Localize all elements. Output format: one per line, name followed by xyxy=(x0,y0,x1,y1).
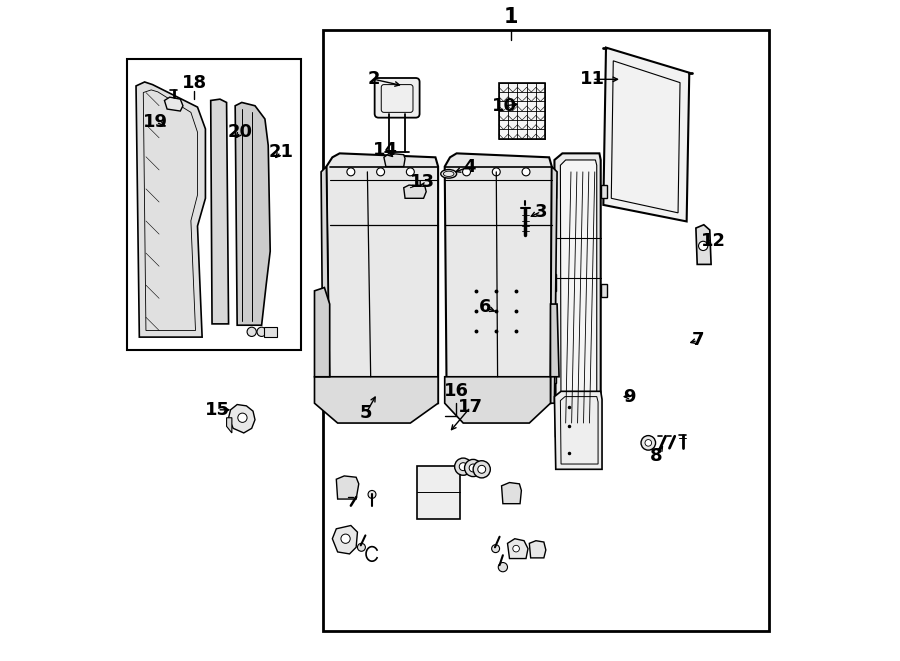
Circle shape xyxy=(698,241,707,251)
Text: 16: 16 xyxy=(444,382,468,401)
Bar xyxy=(417,466,460,519)
Polygon shape xyxy=(551,304,559,377)
Bar xyxy=(264,327,277,337)
Text: 17: 17 xyxy=(458,398,483,416)
Circle shape xyxy=(464,459,482,477)
Circle shape xyxy=(346,168,355,176)
Text: 5: 5 xyxy=(360,404,373,422)
Text: 12: 12 xyxy=(700,232,725,251)
Text: 20: 20 xyxy=(228,123,253,141)
Circle shape xyxy=(376,168,384,176)
Text: 2: 2 xyxy=(368,70,380,89)
Circle shape xyxy=(459,463,467,471)
Text: 21: 21 xyxy=(268,143,293,161)
Bar xyxy=(323,30,770,631)
Text: 6: 6 xyxy=(479,298,491,317)
Text: 11: 11 xyxy=(580,70,605,89)
Polygon shape xyxy=(332,525,357,554)
Text: 4: 4 xyxy=(464,157,476,176)
Polygon shape xyxy=(508,539,528,559)
Polygon shape xyxy=(314,288,329,377)
Text: 10: 10 xyxy=(492,97,517,115)
Circle shape xyxy=(478,465,486,473)
Polygon shape xyxy=(529,541,545,558)
Circle shape xyxy=(499,563,508,572)
Bar xyxy=(128,59,301,350)
Polygon shape xyxy=(229,405,255,433)
Circle shape xyxy=(513,545,519,552)
Circle shape xyxy=(357,543,365,551)
Bar xyxy=(548,274,556,291)
Circle shape xyxy=(238,413,248,422)
Polygon shape xyxy=(211,99,229,324)
Polygon shape xyxy=(501,483,521,504)
Circle shape xyxy=(522,168,530,176)
Polygon shape xyxy=(165,97,183,111)
Text: 18: 18 xyxy=(182,73,207,92)
Polygon shape xyxy=(445,153,552,403)
Bar xyxy=(600,185,608,198)
Polygon shape xyxy=(384,153,405,167)
Polygon shape xyxy=(554,391,602,469)
Circle shape xyxy=(257,327,266,336)
Bar xyxy=(499,83,545,139)
Polygon shape xyxy=(404,185,427,198)
Circle shape xyxy=(368,490,376,498)
Circle shape xyxy=(469,464,477,472)
Circle shape xyxy=(407,168,414,176)
Circle shape xyxy=(641,436,655,450)
Text: 3: 3 xyxy=(535,202,547,221)
Circle shape xyxy=(491,545,500,553)
Polygon shape xyxy=(227,418,232,433)
Polygon shape xyxy=(321,167,329,403)
Polygon shape xyxy=(554,153,600,436)
Polygon shape xyxy=(445,377,551,423)
Text: 7: 7 xyxy=(691,331,704,350)
Circle shape xyxy=(463,168,471,176)
Bar xyxy=(548,182,556,198)
Polygon shape xyxy=(314,377,438,423)
Circle shape xyxy=(248,327,256,336)
Text: 14: 14 xyxy=(373,141,398,159)
Polygon shape xyxy=(561,160,597,430)
Bar xyxy=(600,284,608,297)
Text: 19: 19 xyxy=(143,113,168,132)
Circle shape xyxy=(492,168,500,176)
Polygon shape xyxy=(337,476,359,499)
Text: 13: 13 xyxy=(410,173,435,191)
Polygon shape xyxy=(696,225,711,264)
Polygon shape xyxy=(136,82,205,337)
Circle shape xyxy=(473,461,491,478)
FancyBboxPatch shape xyxy=(374,78,419,118)
Circle shape xyxy=(341,534,350,543)
Polygon shape xyxy=(327,153,438,403)
Polygon shape xyxy=(551,167,557,403)
Circle shape xyxy=(454,458,472,475)
Text: 9: 9 xyxy=(624,387,636,406)
Ellipse shape xyxy=(441,170,456,178)
Bar xyxy=(548,367,556,383)
Polygon shape xyxy=(235,102,270,325)
Text: 1: 1 xyxy=(504,7,518,26)
Polygon shape xyxy=(603,48,689,221)
Circle shape xyxy=(645,440,652,446)
Text: 15: 15 xyxy=(205,401,230,419)
Text: 8: 8 xyxy=(650,447,662,465)
